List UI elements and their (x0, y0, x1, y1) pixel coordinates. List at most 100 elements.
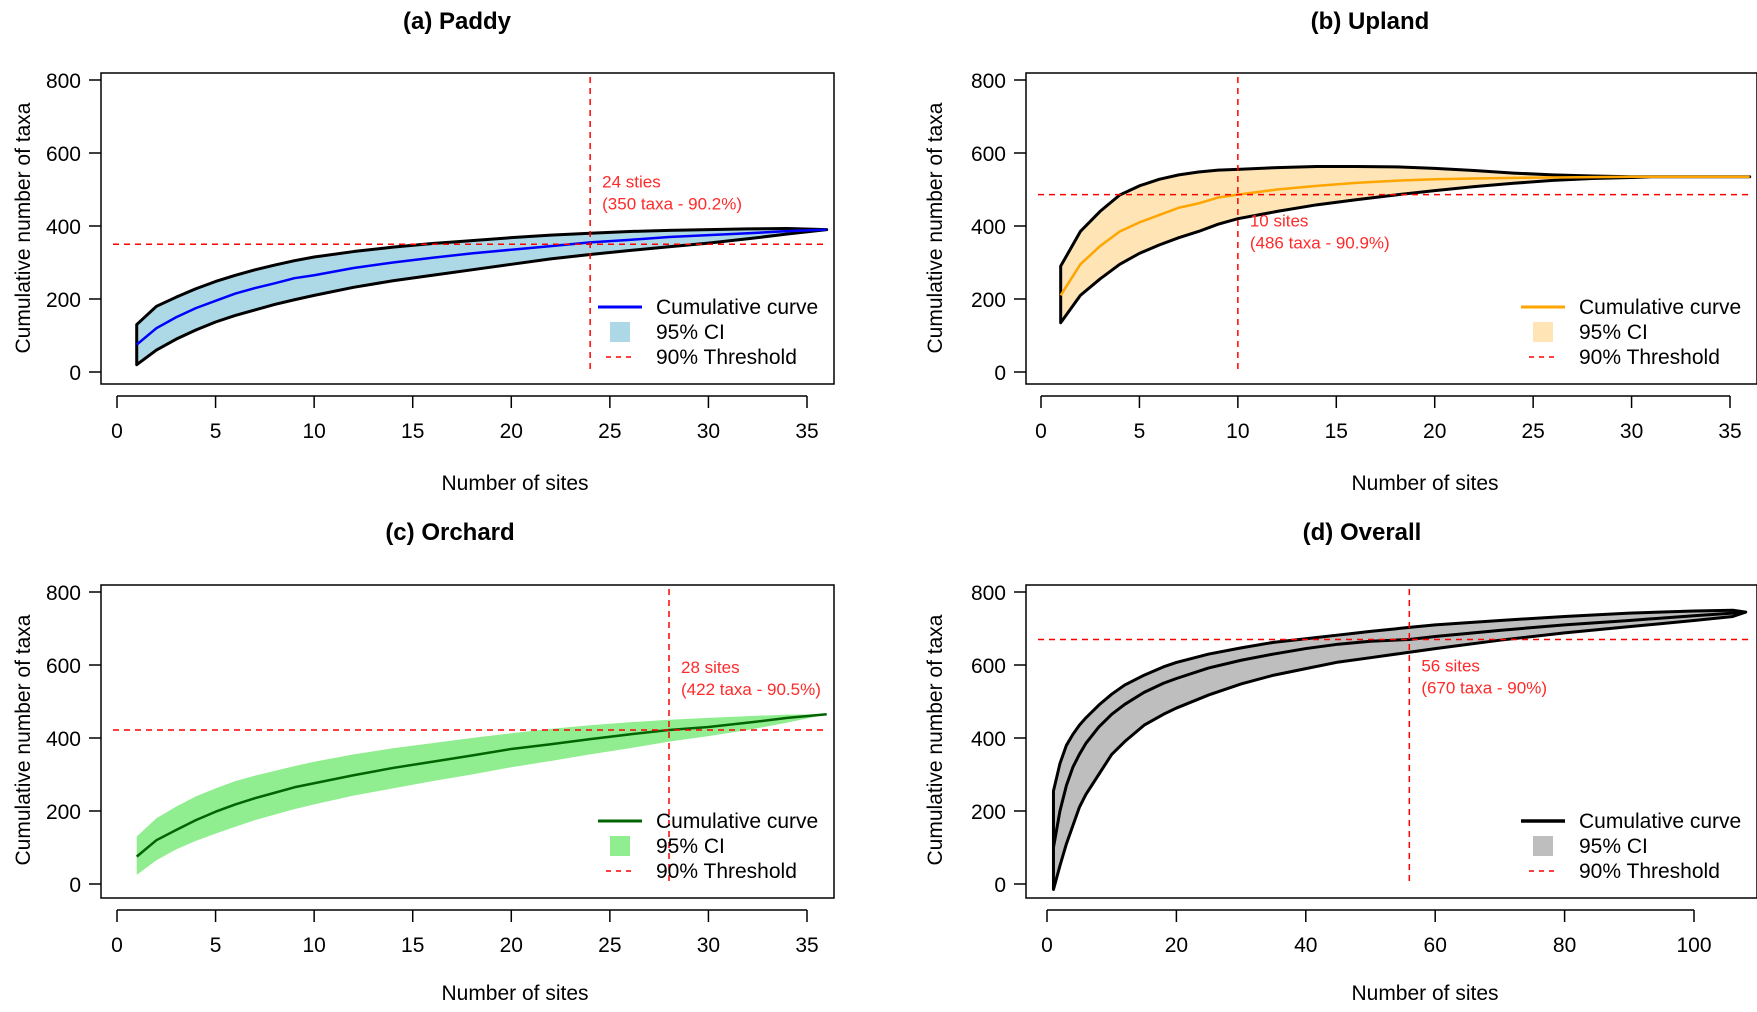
legend-label: Cumulative curve (1579, 810, 1741, 833)
y-axis-label: Cumulative number of taxa (924, 102, 947, 353)
x-axis-label: Number of sites (1351, 472, 1498, 495)
plot-area: 28 sites (422 taxa - 90.5%) 0 200 400 600 800 0… (46, 582, 835, 957)
legend-label: Cumulative curve (1579, 296, 1741, 319)
plot-frame (100, 584, 835, 899)
panel-title: (b) Upland (1311, 8, 1430, 35)
legend-fill-swatch (610, 322, 630, 342)
y-tick-label: 400 (46, 216, 81, 239)
x-tick-label: 20 (1165, 934, 1188, 957)
threshold-annotation: (422 taxa - 90.5%) (681, 680, 821, 699)
x-axis-label: Number of sites (441, 982, 588, 1005)
x-tick-label: 40 (1294, 934, 1317, 957)
x-tick-label: 60 (1424, 934, 1447, 957)
x-tick-label: 100 (1676, 934, 1711, 957)
y-tick-label: 800 (46, 582, 81, 605)
y-tick-label: 0 (69, 874, 81, 897)
y-tick-label: 0 (69, 362, 81, 385)
x-tick-label: 15 (401, 934, 424, 957)
threshold-annotation: 56 sites (1421, 656, 1480, 675)
y-tick-label: 400 (971, 216, 1006, 239)
plot-frame (1025, 72, 1757, 385)
y-tick-label: 800 (971, 70, 1006, 93)
y-tick-label: 400 (971, 728, 1006, 751)
cumulative-curve (1051, 610, 1746, 848)
y-axis-label: Cumulative number of taxa (924, 614, 947, 865)
cumulative-curve (135, 228, 827, 346)
legend-fill-swatch (610, 836, 630, 856)
x-tick-label: 10 (302, 420, 325, 443)
panel-upland: (b) Upland Number of sites Cumulative nu… (924, 8, 1757, 495)
plot-area: 24 sties (350 taxa - 90.2%) 0 200 400 600 800 0… (46, 70, 835, 443)
y-tick-label: 200 (46, 289, 81, 312)
x-tick-label: 0 (1035, 420, 1047, 443)
plot-area: 10 sites (486 taxa - 90.9%) 0 200 400 600 800 0… (971, 70, 1757, 443)
legend-label: 90% Threshold (1579, 860, 1720, 883)
legend-label: 90% Threshold (1579, 346, 1720, 369)
ci-band (136, 714, 827, 875)
y-tick-label: 600 (46, 655, 81, 678)
y-tick-label: 400 (46, 728, 81, 751)
y-tick-label: 0 (994, 362, 1006, 385)
x-tick-label: 5 (210, 934, 222, 957)
plot-frame (100, 72, 835, 385)
threshold-annotation: 24 sties (602, 172, 661, 191)
x-tick-label: 10 (302, 934, 325, 957)
x-tick-label: 35 (795, 420, 818, 443)
x-axis-label: Number of sites (1351, 982, 1498, 1005)
legend-label: 95% CI (1579, 321, 1648, 344)
x-tick-label: 25 (598, 934, 621, 957)
y-tick-label: 600 (971, 143, 1006, 166)
legend-label: Cumulative curve (656, 296, 818, 319)
panel-paddy: (a) Paddy Number of sites Cumulative num… (12, 8, 835, 495)
legend-label: 90% Threshold (656, 346, 797, 369)
y-tick-label: 200 (971, 289, 1006, 312)
x-tick-label: 35 (1718, 420, 1741, 443)
cumulative-curve (1059, 175, 1750, 297)
x-axis-label: Number of sites (441, 472, 588, 495)
panel-title: (d) Overall (1303, 519, 1422, 546)
x-tick-label: 30 (697, 420, 720, 443)
x-tick-label: 10 (1226, 420, 1249, 443)
y-tick-label: 600 (971, 655, 1006, 678)
ci-band (1051, 608, 1748, 891)
plot-area: 56 sites (670 taxa - 90%) 0 200 400 600 800 0 20… (971, 582, 1757, 957)
cumulative-curve (135, 713, 827, 858)
legend-label: 95% CI (656, 835, 725, 858)
threshold-annotation: (486 taxa - 90.9%) (1250, 234, 1390, 253)
x-tick-label: 25 (598, 420, 621, 443)
x-tick-label: 0 (1041, 934, 1053, 957)
y-tick-label: 800 (46, 70, 81, 93)
plot-frame (1025, 584, 1757, 899)
x-tick-label: 35 (795, 934, 818, 957)
x-tick-label: 0 (111, 934, 123, 957)
x-tick-label: 5 (1134, 420, 1146, 443)
y-tick-label: 800 (971, 582, 1006, 605)
x-tick-label: 0 (111, 420, 123, 443)
x-tick-label: 30 (1620, 420, 1643, 443)
x-tick-label: 20 (500, 420, 523, 443)
legend-fill-swatch (1533, 836, 1553, 856)
x-tick-label: 25 (1521, 420, 1544, 443)
legend-label: Cumulative curve (656, 810, 818, 833)
x-tick-label: 15 (1325, 420, 1348, 443)
y-tick-label: 200 (46, 801, 81, 824)
y-axis-label: Cumulative number of taxa (12, 614, 35, 865)
y-tick-label: 600 (46, 143, 81, 166)
legend-label: 95% CI (1579, 835, 1648, 858)
y-axis-label: Cumulative number of taxa (12, 102, 35, 353)
threshold-annotation: (670 taxa - 90%) (1421, 678, 1547, 697)
legend-label: 90% Threshold (656, 860, 797, 883)
y-tick-label: 0 (994, 874, 1006, 897)
x-tick-label: 5 (210, 420, 222, 443)
threshold-annotation: 10 sites (1250, 212, 1309, 231)
ci-band (135, 227, 829, 367)
threshold-annotation: 28 sites (681, 658, 740, 677)
x-tick-label: 15 (401, 420, 424, 443)
x-tick-label: 20 (500, 934, 523, 957)
x-tick-label: 30 (697, 934, 720, 957)
panel-orchard: (c) Orchard Number of sites Cumulative n… (12, 519, 835, 1005)
panel-title: (c) Orchard (385, 519, 514, 546)
